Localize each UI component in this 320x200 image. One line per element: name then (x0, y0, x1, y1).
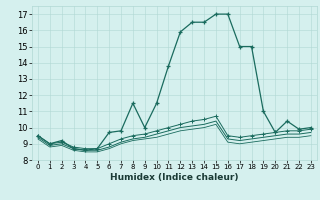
X-axis label: Humidex (Indice chaleur): Humidex (Indice chaleur) (110, 173, 239, 182)
